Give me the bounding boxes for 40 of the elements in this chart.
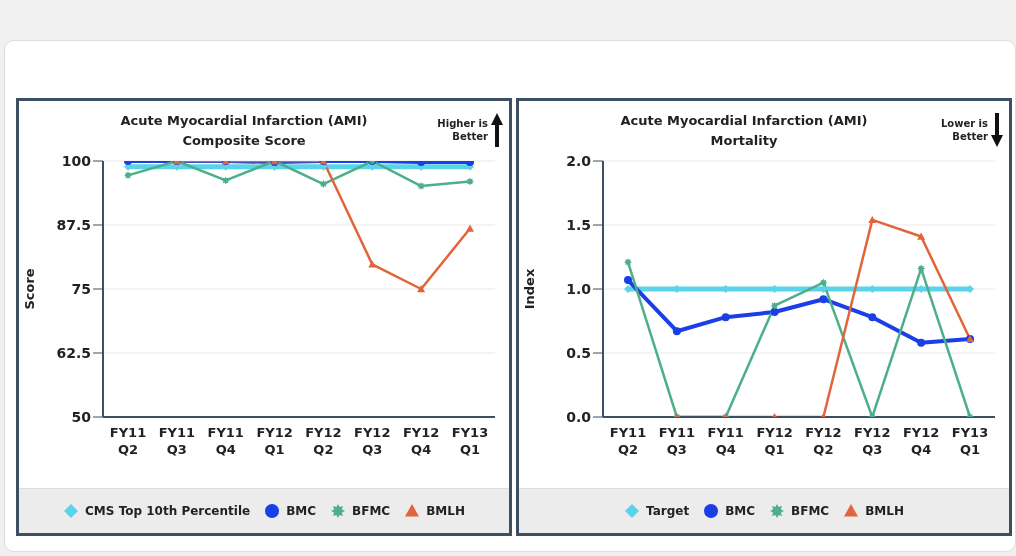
chart-title: Acute Myocardial Infarction (AMI) Composite Score (119, 112, 369, 150)
y-tick-label: 75 (71, 280, 91, 297)
y-tick-label: 2.0 (566, 152, 592, 169)
x-tick-label: FY13 Q1 (951, 425, 989, 457)
y-tick-label: 0.0 (566, 408, 592, 425)
y-tick-label: 0.5 (566, 344, 591, 361)
y-axis-title: Index (521, 268, 537, 310)
text: Higher is Better (436, 117, 488, 143)
legend-label: CMS Top 10th Percentile (84, 503, 251, 519)
y-tick-label: 1.5 (566, 216, 591, 233)
x-tick-label: FY12 Q1 (256, 425, 293, 457)
x-tick-label: FY12 Q3 (854, 425, 891, 457)
x-tick-label: FY13 Q1 (451, 425, 489, 457)
y-axis-title: Score (21, 268, 37, 310)
legend-label: BFMC (351, 503, 391, 519)
legend-label: BMC (724, 503, 756, 519)
y-tick-label: 87.5 (56, 216, 91, 233)
y-tick-label: 100 (61, 152, 92, 169)
x-tick-label: FY12 Q4 (902, 425, 940, 457)
x-tick-label: FY11 Q2 (109, 425, 147, 457)
legend-label: BMLH (425, 503, 465, 519)
y-tick-label: 50 (71, 408, 92, 425)
x-tick-label: FY11 Q3 (158, 425, 196, 457)
legend-label: BMC (285, 503, 317, 519)
x-tick-label: FY11 Q4 (207, 425, 244, 457)
legend-label: BFMC (790, 503, 830, 519)
x-tick-label: FY12 Q3 (354, 425, 391, 457)
y-tick-label: 62.5 (56, 344, 91, 361)
legend-label: BMLH (864, 503, 904, 519)
y-tick-label: 1.0 (566, 280, 592, 297)
x-tick-label: FY12 Q2 (305, 425, 342, 457)
x-tick-label: FY11 Q4 (707, 425, 744, 457)
x-tick-label: FY11 Q3 (658, 425, 696, 457)
x-tick-label: FY11 Q2 (609, 425, 647, 457)
x-tick-label: FY12 Q4 (402, 425, 440, 457)
legend-label: Target (645, 503, 690, 519)
chart-title: Acute Myocardial Infarction (AMI) Mortality (619, 112, 869, 150)
text: Lower is Better (939, 117, 988, 143)
x-tick-label: FY12 Q1 (756, 425, 793, 457)
x-tick-label: FY12 Q2 (805, 425, 842, 457)
